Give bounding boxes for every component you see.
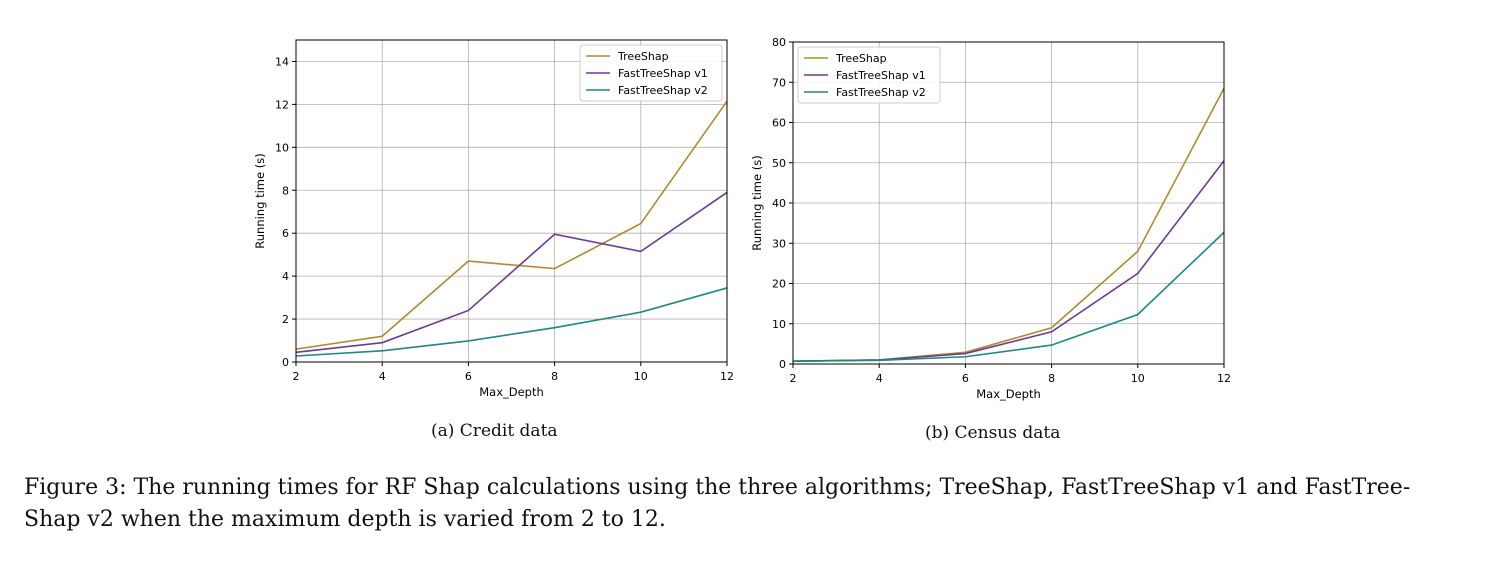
- legend-box: [797, 46, 941, 104]
- y-tick-label: 14: [275, 55, 289, 68]
- y-tick-label: 0: [779, 358, 786, 371]
- y-tick-label: 2: [282, 313, 289, 326]
- x-tick-label: 2: [293, 370, 300, 383]
- x-axis-label: Max_Depth: [976, 387, 1041, 401]
- plot-frame: [295, 39, 728, 363]
- legend-box: [579, 44, 723, 102]
- x-tick-label: 12: [720, 370, 734, 383]
- x-tick-label: 12: [1217, 372, 1231, 385]
- legend: TreeShap FastTreeShap v1 FastTreeShap v2: [579, 44, 723, 102]
- y-tick-label: 70: [772, 76, 786, 89]
- y-tick-label: 4: [282, 270, 289, 283]
- x-tick-label: 4: [876, 372, 883, 385]
- x-tick-label: 6: [962, 372, 969, 385]
- chart-b: 2 4 6 8 10 12 0 10 20 30 40 50 60 70 80 Max_Depth Runnin…: [750, 36, 1231, 401]
- series-line-2: [295, 287, 728, 357]
- y-tick-label: 12: [275, 98, 289, 111]
- legend: TreeShap FastTreeShap v1 FastTreeShap v2: [797, 46, 941, 104]
- x-tick-label: 10: [634, 370, 648, 383]
- legend-label: TreeShap: [835, 52, 887, 65]
- series-line-0: [295, 100, 728, 350]
- y-tick-label: 6: [282, 227, 289, 240]
- x-tick-label: 8: [551, 370, 558, 383]
- x-tick-label: 4: [379, 370, 386, 383]
- legend-label: FastTreeShap v1: [618, 67, 708, 80]
- x-tick-label: 2: [790, 372, 797, 385]
- y-tick-label: 40: [772, 197, 786, 210]
- legend-label: FastTreeShap v2: [618, 84, 708, 97]
- legend-label: TreeShap: [617, 50, 669, 63]
- subplot-a-caption: (a) Credit data: [431, 421, 558, 441]
- x-tick-label: 6: [465, 370, 472, 383]
- x-tick-label: 10: [1131, 372, 1145, 385]
- y-tick-label: 50: [772, 157, 786, 170]
- y-tick-label: 20: [772, 278, 786, 291]
- series-line-1: [792, 160, 1225, 362]
- y-tick-label: 10: [772, 318, 786, 331]
- series-line-1: [295, 191, 728, 354]
- legend-label: FastTreeShap v1: [836, 69, 926, 82]
- y-axis-label: Running time (s): [253, 153, 267, 248]
- x-axis-label: Max_Depth: [479, 385, 544, 399]
- y-tick-label: 80: [772, 36, 786, 49]
- y-tick-label: 10: [275, 141, 289, 154]
- y-tick-label: 8: [282, 184, 289, 197]
- x-tick-label: 8: [1048, 372, 1055, 385]
- series-line-2: [792, 231, 1225, 362]
- legend-label: FastTreeShap v2: [836, 86, 926, 99]
- y-tick-label: 0: [282, 356, 289, 369]
- y-tick-label: 60: [772, 117, 786, 130]
- y-axis-label: Running time (s): [750, 155, 764, 250]
- y-tick-label: 30: [772, 237, 786, 250]
- series-line-0: [792, 87, 1225, 362]
- subplot-b-caption: (b) Census data: [925, 423, 1061, 443]
- figure-caption: Figure 3: The running times for RF Shap …: [24, 475, 1411, 532]
